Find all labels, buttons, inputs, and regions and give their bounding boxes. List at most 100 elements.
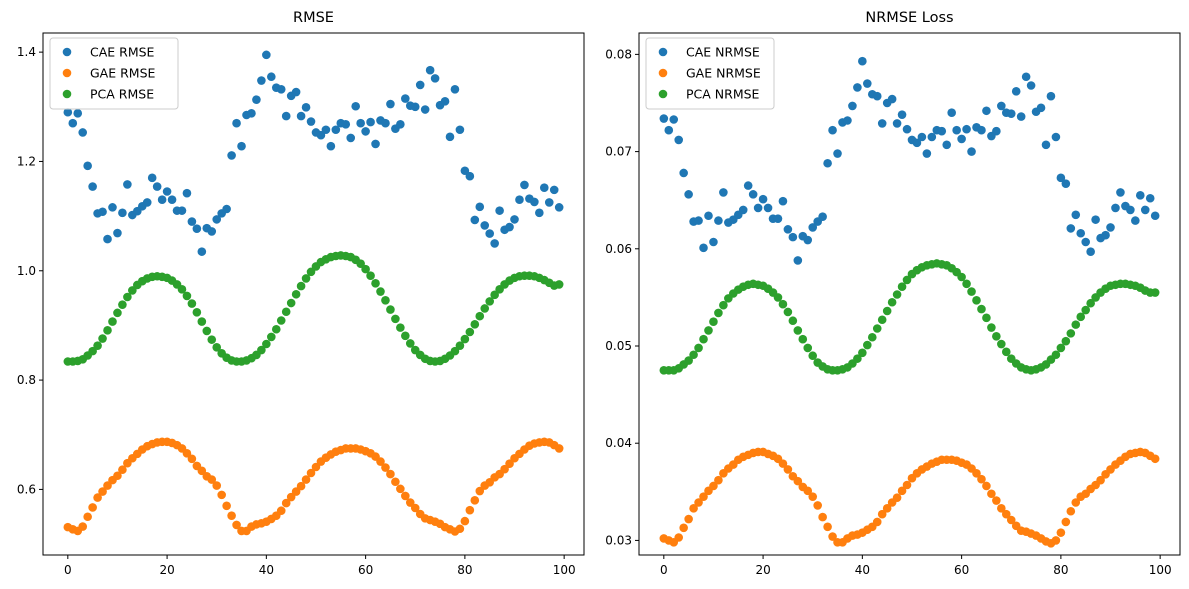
rmse-legend: CAE RMSE GAE RMSE PCA RMSE: [49, 37, 179, 110]
data-point: [1091, 215, 1100, 224]
data-point: [699, 334, 708, 344]
data-point: [1051, 132, 1061, 142]
nrmse-axes-frame: [638, 32, 1181, 556]
data-point: [1101, 230, 1110, 240]
legend-box: [49, 37, 179, 110]
data-point: [227, 151, 236, 160]
data-point: [376, 287, 385, 296]
data-point: [704, 211, 713, 221]
data-point: [157, 195, 167, 205]
data-point: [366, 117, 375, 127]
data-point: [977, 474, 986, 484]
data-point: [371, 139, 380, 149]
series-gae-nrmse: [659, 447, 1160, 548]
data-point: [222, 501, 231, 511]
series-cae-rmse: [63, 50, 564, 256]
data-point: [704, 326, 713, 335]
data-point: [286, 492, 296, 502]
data-point: [262, 50, 271, 60]
data-point: [872, 517, 882, 527]
data-point: [445, 132, 455, 142]
data-point: [301, 475, 311, 484]
data-point: [997, 339, 1006, 349]
legend-marker: [62, 89, 72, 99]
legend-marker: [62, 47, 72, 57]
data-point: [103, 481, 112, 490]
data-point: [554, 280, 564, 289]
data-point: [843, 116, 852, 125]
data-point: [455, 341, 465, 350]
data-point: [401, 331, 410, 341]
legend-marker: [658, 68, 668, 78]
data-point: [152, 182, 162, 191]
x-tick-label: 100: [553, 563, 576, 577]
data-point: [410, 503, 420, 513]
data-point: [430, 74, 440, 83]
data-point: [882, 504, 892, 513]
data-point: [376, 457, 385, 466]
data-point: [296, 281, 306, 291]
data-point: [1126, 205, 1135, 215]
data-point: [872, 324, 882, 333]
x-tick-label: 40: [855, 563, 870, 577]
data-point: [381, 118, 390, 128]
data-point: [262, 339, 271, 349]
series-gae-rmse: [63, 437, 564, 536]
data-point: [1081, 305, 1090, 315]
data-point: [113, 308, 122, 318]
data-point: [863, 340, 872, 350]
data-point: [420, 105, 430, 114]
data-point: [773, 293, 783, 302]
y-tick-label: 0.04: [605, 436, 632, 450]
data-point: [992, 331, 1001, 341]
data-point: [992, 496, 1001, 505]
data-point: [897, 282, 907, 292]
data-point: [758, 194, 768, 204]
y-tick-label: 0.07: [605, 145, 632, 159]
data-point: [882, 306, 892, 316]
data-point: [301, 274, 311, 283]
data-point: [679, 523, 688, 533]
data-point: [808, 223, 818, 232]
data-point: [113, 471, 122, 481]
data-point: [301, 103, 311, 112]
data-point: [669, 115, 679, 124]
data-point: [1016, 112, 1026, 121]
data-point: [922, 149, 932, 158]
data-point: [1021, 72, 1031, 82]
data-point: [296, 481, 306, 491]
data-point: [331, 125, 341, 135]
data-point: [520, 180, 529, 190]
data-point: [197, 247, 207, 256]
data-point: [1145, 193, 1155, 203]
data-point: [267, 72, 276, 82]
data-point: [123, 180, 132, 189]
rmse-chart: RMSE 0 20 40 60 80 100 0.6 0.8 1.0 1.2 1.4 CAE RMSE…: [17, 10, 585, 577]
data-point: [460, 166, 470, 176]
data-point: [877, 315, 887, 325]
data-point: [738, 205, 748, 215]
data-point: [103, 326, 112, 335]
data-point: [276, 506, 286, 516]
data-point: [108, 203, 117, 212]
data-point: [232, 520, 241, 530]
data-point: [962, 279, 971, 289]
data-point: [401, 94, 410, 103]
data-point: [1086, 247, 1095, 257]
data-point: [212, 342, 222, 352]
data-point: [98, 334, 107, 343]
data-point: [182, 449, 192, 458]
data-point: [694, 216, 703, 225]
x-tick-label: 20: [159, 563, 174, 577]
data-point: [972, 469, 981, 478]
data-point: [699, 492, 708, 501]
data-point: [187, 454, 197, 464]
data-point: [281, 111, 291, 121]
legend-label: GAE NRMSE: [686, 66, 761, 81]
data-point: [311, 462, 321, 472]
data-point: [187, 299, 197, 308]
data-point: [386, 469, 395, 479]
data-point: [1071, 498, 1081, 507]
data-point: [684, 514, 693, 524]
